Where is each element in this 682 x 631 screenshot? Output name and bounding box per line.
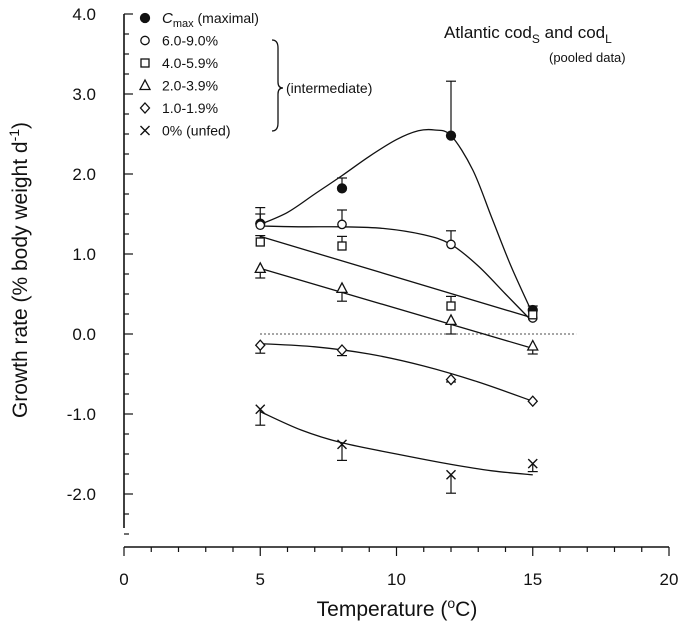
legend: Cmax (maximal) 6.0-9.0% 4.0-5.9% 2.0-3.9% 1.… — [138, 10, 372, 139]
legend-bracket-label: (intermediate) — [286, 80, 372, 96]
x-tick-label: 5 — [256, 570, 265, 589]
series-2-point — [528, 310, 538, 320]
y-tick-label: 4.0 — [72, 5, 96, 24]
series-3-point — [526, 339, 539, 351]
legend-marker-5 — [140, 125, 150, 136]
series-3-point — [254, 261, 267, 274]
series-4-point — [254, 339, 266, 352]
series-2-point — [337, 241, 347, 251]
legend-label-4: 1.0-1.9% — [162, 100, 218, 116]
y-tick-label: -1.0 — [67, 405, 96, 424]
annotation-line2: (pooled data) — [549, 50, 626, 65]
legend-label-2: 4.0-5.9% — [162, 55, 218, 71]
legend-label-0: Cmax (maximal) — [162, 10, 259, 30]
legend-marker-0 — [139, 12, 151, 24]
series-2-point — [446, 301, 456, 311]
data-markers — [254, 130, 539, 480]
series-3-point — [335, 281, 349, 294]
legend-label-3: 2.0-3.9% — [162, 78, 218, 94]
series-2-curve — [260, 235, 533, 319]
series-0-point — [445, 130, 457, 141]
x-tick-label: 15 — [523, 570, 542, 589]
fitted-curves — [259, 128, 534, 476]
legend-marker-4 — [139, 102, 151, 114]
series-1-curve — [260, 225, 534, 323]
y-tick-label: 2.0 — [72, 165, 96, 184]
series-3-point — [444, 313, 458, 326]
y-axis-title: Growth rate (% body weight d-1) — [6, 122, 32, 418]
legend-marker-2 — [140, 58, 150, 68]
axes: 4.0 3.0 2.0 1.0 0.0 -1.0 -2.0 0 5 10 15 20 — [67, 5, 679, 589]
series-5-point — [527, 458, 538, 469]
annotation-line1: Atlantic codS and codL — [444, 23, 612, 46]
series-3-curve — [260, 267, 533, 350]
y-tick-label: 0.0 — [72, 325, 96, 344]
y-tick-label: -2.0 — [67, 485, 96, 504]
series-4-point — [445, 373, 457, 386]
legend-label-5: 0% (unfed) — [162, 123, 230, 139]
x-tick-label: 0 — [119, 570, 128, 589]
series-0-curve — [259, 128, 534, 315]
x-tick-label: 10 — [387, 570, 406, 589]
chart-annotation: Atlantic codS and codL (pooled data) — [444, 23, 626, 65]
series-5-point — [255, 404, 266, 415]
series-4-point — [527, 395, 539, 408]
legend-bracket — [271, 39, 284, 132]
series-1-point — [446, 239, 456, 250]
y-tick-label: 1.0 — [72, 245, 96, 264]
series-1-point — [255, 220, 266, 231]
legend-label-1: 6.0-9.0% — [162, 33, 218, 49]
legend-marker-3 — [138, 78, 152, 91]
series-5-curve — [259, 411, 533, 476]
y-tick-label: 3.0 — [72, 85, 96, 104]
x-tick-label: 20 — [660, 570, 679, 589]
series-2-point — [255, 237, 265, 247]
series-0-point — [336, 183, 348, 194]
error-bars — [255, 80, 538, 494]
series-4-curve — [260, 342, 533, 402]
series-5-point — [446, 469, 456, 480]
series-5-point — [337, 439, 347, 450]
series-1-point — [337, 219, 347, 230]
x-axis-title: Temperature (oC) — [317, 595, 478, 621]
legend-marker-1 — [140, 35, 150, 46]
series-4-point — [336, 344, 348, 356]
